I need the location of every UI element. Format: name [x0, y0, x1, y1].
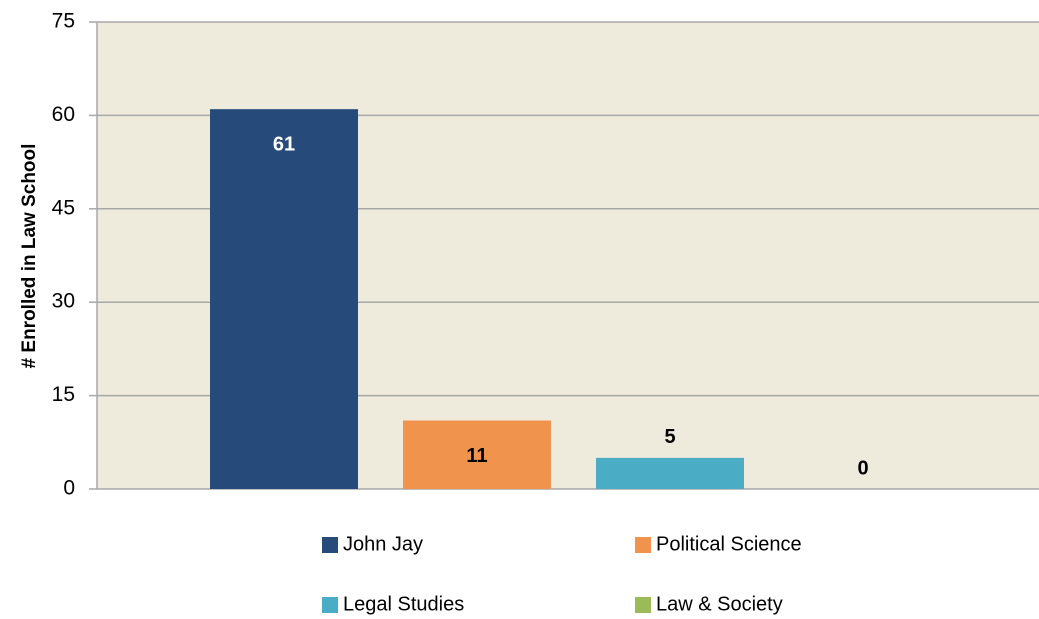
- y-axis-label: # Enrolled in Law School: [19, 144, 40, 369]
- legend-label: Legal Studies: [343, 593, 464, 615]
- y-tick-label: 30: [52, 290, 75, 313]
- value-label: 61: [273, 133, 295, 155]
- y-tick-label: 75: [52, 10, 75, 33]
- legend-label: Law & Society: [656, 593, 783, 615]
- value-label: 11: [466, 445, 487, 467]
- y-tick-label: 45: [52, 196, 75, 219]
- legend-swatch: [635, 537, 651, 553]
- y-tick-label: 60: [52, 103, 75, 126]
- legend-label: Political Science: [656, 533, 802, 555]
- y-tick-label: 15: [52, 383, 75, 406]
- value-label: 5: [664, 426, 675, 448]
- bar: [403, 420, 551, 489]
- value-label: 0: [857, 457, 868, 479]
- legend-label: John Jay: [343, 533, 423, 555]
- y-tick-label: 0: [63, 477, 75, 500]
- bar: [210, 109, 358, 489]
- legend-swatch: [635, 597, 651, 613]
- legend-swatch: [322, 597, 338, 613]
- legend-swatch: [322, 537, 338, 553]
- bar: [596, 457, 744, 489]
